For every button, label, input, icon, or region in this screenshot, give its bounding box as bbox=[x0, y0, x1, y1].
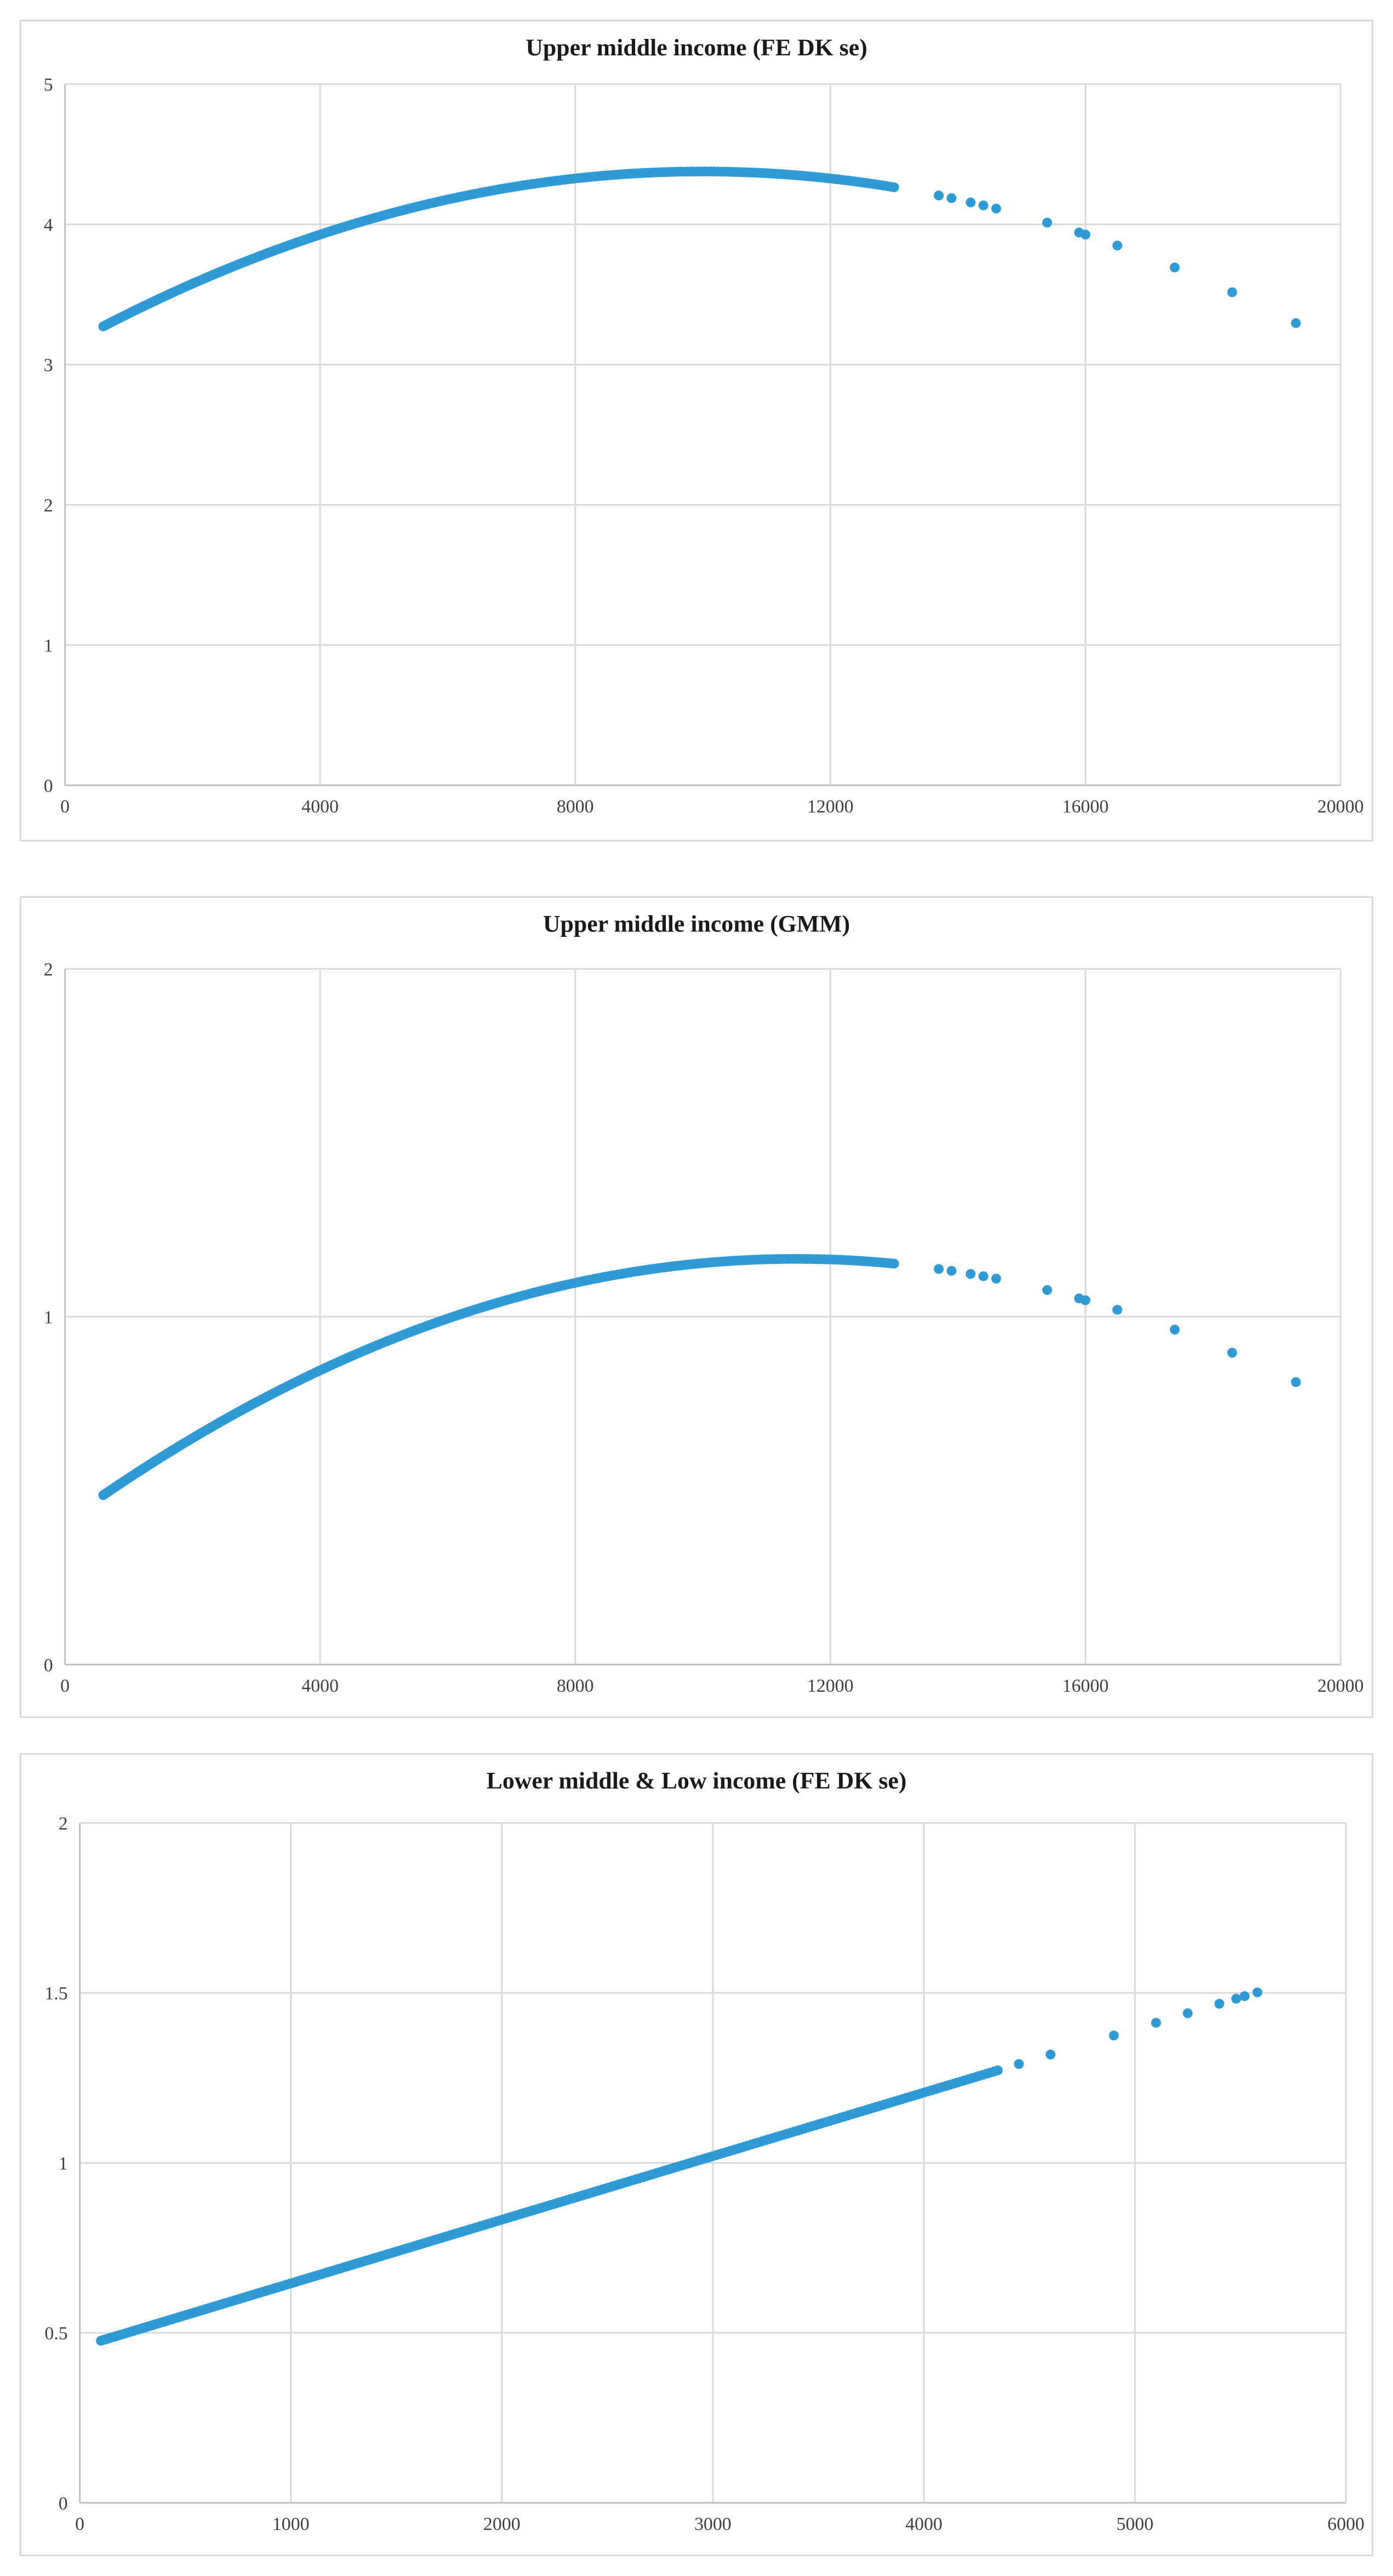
y-tick-label: 0 bbox=[44, 1655, 53, 1675]
chart-upper-middle-gmm: Upper middle income (GMM) 0 1 2 0 4000 8000 120… bbox=[20, 896, 1373, 1718]
data-point bbox=[889, 182, 899, 192]
data-point bbox=[1014, 2059, 1024, 2069]
data-point bbox=[991, 203, 1001, 214]
chart-title: Upper middle income (FE DK se) bbox=[526, 35, 867, 61]
x-tick-label: 16000 bbox=[1062, 1676, 1109, 1696]
data-point bbox=[1227, 1348, 1237, 1358]
chart-svg: Upper middle income (GMM) 0 1 2 0 4000 8000 120… bbox=[44, 911, 1364, 1696]
data-point bbox=[1046, 2050, 1055, 2060]
x-tick-label: 1000 bbox=[272, 2514, 310, 2534]
y-tick-label: 0 bbox=[44, 776, 53, 796]
x-tick-label: 20000 bbox=[1317, 797, 1364, 817]
y-tick-label: 1.5 bbox=[44, 1984, 67, 2004]
chart-svg: Lower middle & Low income (FE DK se) 0 0.5… bbox=[44, 1768, 1365, 2534]
scatter-series bbox=[98, 167, 1301, 331]
data-point bbox=[946, 1266, 957, 1276]
x-tick-label: 6000 bbox=[1327, 2514, 1365, 2534]
data-point bbox=[992, 2065, 1003, 2076]
chart-title: Upper middle income (GMM) bbox=[543, 911, 850, 937]
x-tick-label: 0 bbox=[60, 1676, 70, 1696]
data-point bbox=[1291, 1377, 1301, 1387]
data-point bbox=[889, 1258, 899, 1269]
chart-svg: Upper middle income (FE DK se) 0 1 2 3 4 5 0 400… bbox=[44, 35, 1364, 817]
y-tick-label: 1 bbox=[44, 1307, 53, 1327]
data-point bbox=[1109, 2030, 1119, 2041]
data-point bbox=[991, 1274, 1001, 1284]
data-point bbox=[1169, 262, 1180, 273]
y-tick-label: 2 bbox=[59, 1813, 68, 1834]
data-point bbox=[1240, 1991, 1250, 2001]
x-tick-label: 5000 bbox=[1116, 2514, 1154, 2534]
data-point bbox=[1080, 1295, 1091, 1306]
x-tick-label: 4000 bbox=[905, 2514, 943, 2534]
x-tick-label: 12000 bbox=[807, 797, 854, 817]
x-tick-label: 2000 bbox=[483, 2514, 521, 2534]
x-tick-label: 0 bbox=[75, 2514, 84, 2534]
x-tick-label: 8000 bbox=[557, 1676, 594, 1696]
data-point bbox=[1151, 2018, 1161, 2028]
data-point bbox=[966, 197, 976, 208]
data-point bbox=[966, 1269, 976, 1279]
scatter-series bbox=[98, 1253, 1301, 1501]
x-tick-label: 20000 bbox=[1317, 1676, 1364, 1696]
chart-title: Lower middle & Low income (FE DK se) bbox=[487, 1768, 907, 1794]
y-tick-label: 3 bbox=[44, 355, 53, 375]
y-tick-label: 2 bbox=[44, 959, 53, 980]
y-tick-label: 5 bbox=[44, 75, 53, 95]
chart-lower-middle-low-fe: Lower middle & Low income (FE DK se) 0 0.5… bbox=[20, 1753, 1373, 2556]
data-point bbox=[946, 193, 957, 203]
y-tick-label: 2 bbox=[44, 495, 53, 516]
data-point bbox=[1183, 2008, 1193, 2018]
x-tick-label: 16000 bbox=[1062, 797, 1109, 817]
data-point bbox=[1214, 1999, 1225, 2009]
x-tick-label: 3000 bbox=[694, 2514, 732, 2534]
data-point bbox=[978, 1271, 989, 1281]
x-tick-label: 8000 bbox=[557, 797, 594, 817]
data-point bbox=[934, 1264, 944, 1274]
data-point bbox=[1112, 1304, 1122, 1315]
y-tick-label: 4 bbox=[44, 215, 53, 235]
x-tick-label: 0 bbox=[60, 797, 70, 817]
data-point bbox=[1042, 217, 1052, 228]
y-tick-label: 1 bbox=[44, 636, 53, 656]
y-tick-label: 0 bbox=[59, 2493, 68, 2514]
data-point bbox=[1042, 1285, 1052, 1295]
data-point bbox=[1112, 241, 1122, 251]
y-tick-label: 1 bbox=[59, 2154, 68, 2174]
y-tick-label: 0.5 bbox=[44, 2323, 67, 2344]
data-point bbox=[1252, 1987, 1263, 1997]
data-point bbox=[1231, 1994, 1241, 2004]
data-point bbox=[978, 200, 989, 210]
x-tick-label: 12000 bbox=[807, 1676, 854, 1696]
x-tick-label: 4000 bbox=[301, 797, 339, 817]
data-point bbox=[934, 190, 944, 201]
x-tick-label: 4000 bbox=[301, 1676, 339, 1696]
data-point bbox=[1080, 230, 1091, 240]
data-point bbox=[1227, 287, 1237, 297]
data-point bbox=[1169, 1325, 1180, 1335]
scatter-series bbox=[96, 1987, 1263, 2346]
chart-upper-middle-fe: Upper middle income (FE DK se) 0 1 2 3 4 5 0 400… bbox=[20, 20, 1373, 842]
data-point bbox=[1291, 318, 1301, 328]
